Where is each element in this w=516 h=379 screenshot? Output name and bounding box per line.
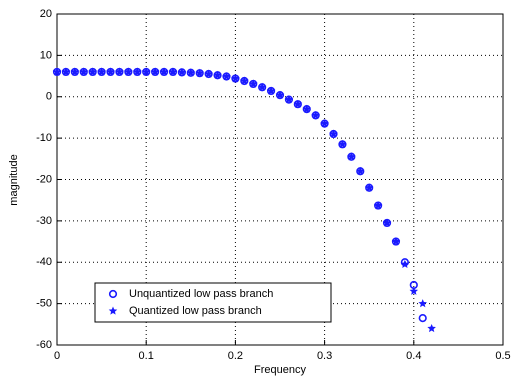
star-marker xyxy=(61,67,71,76)
x-tick-label: 0.5 xyxy=(495,350,510,362)
star-marker xyxy=(70,67,80,76)
star-marker xyxy=(248,79,258,88)
star-marker xyxy=(364,183,374,192)
star-marker xyxy=(222,71,231,81)
star-marker xyxy=(240,76,249,85)
star-marker xyxy=(79,67,89,76)
legend-label: Quantized low pass branch xyxy=(129,305,262,317)
star-marker xyxy=(124,67,133,76)
legend-label: Unquantized low pass branch xyxy=(129,288,273,300)
star-marker xyxy=(347,152,356,161)
star-marker xyxy=(115,67,124,76)
plot-frame xyxy=(56,13,504,346)
star-marker xyxy=(391,237,401,246)
star-marker xyxy=(177,67,187,76)
star-marker xyxy=(320,119,329,128)
star-marker xyxy=(141,67,151,76)
star-marker xyxy=(150,67,160,76)
star-marker xyxy=(97,67,106,76)
star-marker xyxy=(329,129,338,138)
y-tick-label: -60 xyxy=(36,339,52,351)
star-marker xyxy=(186,68,196,77)
star-marker xyxy=(195,68,204,77)
y-axis-label: magnitude xyxy=(8,154,20,205)
star-marker xyxy=(52,67,62,76)
star-marker xyxy=(382,218,392,227)
y-tick-label: 20 xyxy=(40,8,52,20)
x-tick-label: 0.2 xyxy=(228,350,243,362)
star-marker xyxy=(159,67,169,76)
y-tick-label: -50 xyxy=(36,298,52,310)
star-marker xyxy=(88,67,97,76)
star-marker xyxy=(400,259,410,268)
star-marker xyxy=(418,299,427,308)
x-tick-label: 0.4 xyxy=(406,350,421,362)
circle-marker xyxy=(108,289,118,299)
star-marker xyxy=(108,306,118,315)
y-tick-label: -30 xyxy=(36,215,52,227)
star-marker xyxy=(284,95,294,104)
star-marker xyxy=(231,74,240,83)
legend-box xyxy=(94,282,332,323)
star-marker xyxy=(266,86,276,95)
y-tick-label: -20 xyxy=(36,173,52,185)
star-marker xyxy=(213,70,222,79)
star-marker xyxy=(311,110,320,120)
star-marker xyxy=(106,67,115,76)
star-marker xyxy=(356,166,365,175)
y-tick-label: 10 xyxy=(40,49,52,61)
x-axis-label: Frequency xyxy=(254,364,306,376)
circle-marker xyxy=(418,314,427,323)
y-tick-label: -10 xyxy=(36,132,52,144)
x-tick-label: 0.1 xyxy=(139,350,154,362)
star-marker xyxy=(409,286,419,295)
star-marker xyxy=(293,99,303,108)
star-marker xyxy=(338,139,347,148)
star-marker xyxy=(373,201,383,210)
star-marker xyxy=(427,323,436,333)
star-marker xyxy=(204,69,213,78)
star-marker xyxy=(133,67,142,76)
x-tick-label: 0.3 xyxy=(317,350,332,362)
y-tick-label: 0 xyxy=(46,91,52,103)
star-marker xyxy=(275,90,285,99)
star-marker xyxy=(257,82,267,91)
star-marker xyxy=(302,104,312,113)
x-tick-label: 0 xyxy=(54,350,60,362)
y-tick-label: -40 xyxy=(36,256,52,268)
star-marker xyxy=(168,67,178,76)
